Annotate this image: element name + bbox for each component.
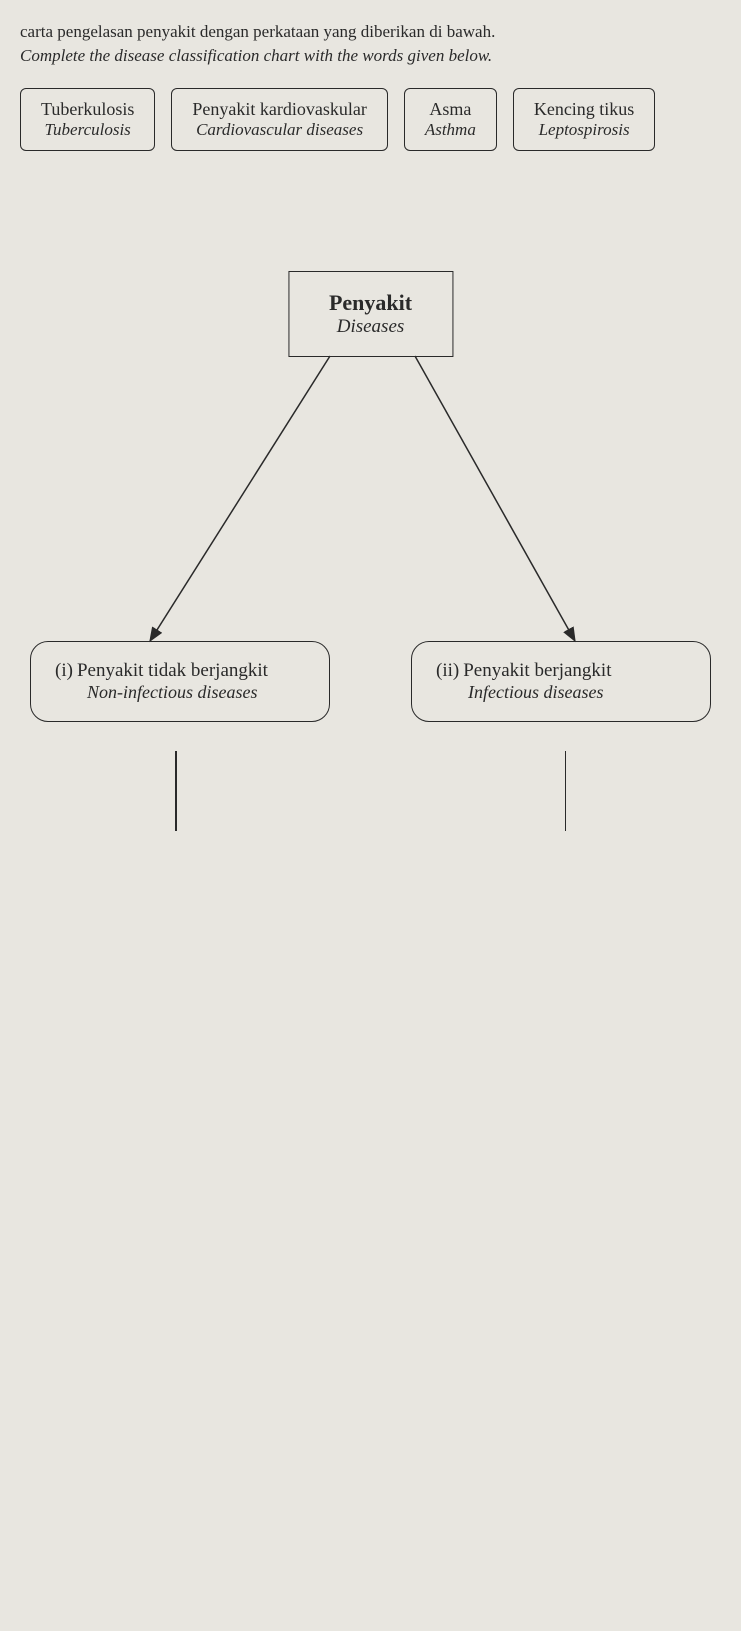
- word-bank: Tuberkulosis Tuberculosis Penyakit kardi…: [20, 88, 721, 151]
- word-primary: Asma: [425, 99, 476, 120]
- root-secondary: Diseases: [329, 316, 412, 338]
- word-box: Asma Asthma: [404, 88, 497, 151]
- word-secondary: Leptospirosis: [534, 120, 635, 140]
- branch-roman: (i): [55, 660, 73, 681]
- word-secondary: Asthma: [425, 120, 476, 140]
- branch-primary: Penyakit berjangkit: [463, 660, 611, 681]
- branch-node-left: (i) Penyakit tidak berjangkit Non-infect…: [30, 641, 330, 722]
- word-secondary: Tuberculosis: [41, 120, 134, 140]
- root-primary: Penyakit: [329, 290, 412, 316]
- word-primary: Tuberkulosis: [41, 99, 134, 120]
- branch-secondary: Non-infectious diseases: [55, 682, 305, 703]
- branch-node-right: (ii) Penyakit berjangkit Infectious dise…: [411, 641, 711, 722]
- instruction-block: carta pengelasan penyakit dengan perkata…: [20, 20, 721, 68]
- connector-down-left: [175, 751, 177, 831]
- word-box: Penyakit kardiovaskular Cardiovascular d…: [171, 88, 387, 151]
- chart-area: Penyakit Diseases (i) Penyakit tidak ber…: [20, 271, 721, 1371]
- root-node: Penyakit Diseases: [288, 271, 453, 357]
- instruction-secondary: Complete the disease classification char…: [20, 46, 492, 65]
- branch-secondary: Infectious diseases: [436, 682, 686, 703]
- word-primary: Kencing tikus: [534, 99, 635, 120]
- branch-primary: Penyakit tidak berjangkit: [77, 660, 268, 681]
- word-secondary: Cardiovascular diseases: [192, 120, 366, 140]
- instruction-primary: carta pengelasan penyakit dengan perkata…: [20, 22, 495, 41]
- word-box: Kencing tikus Leptospirosis: [513, 88, 656, 151]
- branch-roman: (ii): [436, 660, 459, 681]
- word-box: Tuberkulosis Tuberculosis: [20, 88, 155, 151]
- word-primary: Penyakit kardiovaskular: [192, 99, 366, 120]
- connector-lines: [20, 271, 721, 1371]
- connector-down-right: [565, 751, 567, 831]
